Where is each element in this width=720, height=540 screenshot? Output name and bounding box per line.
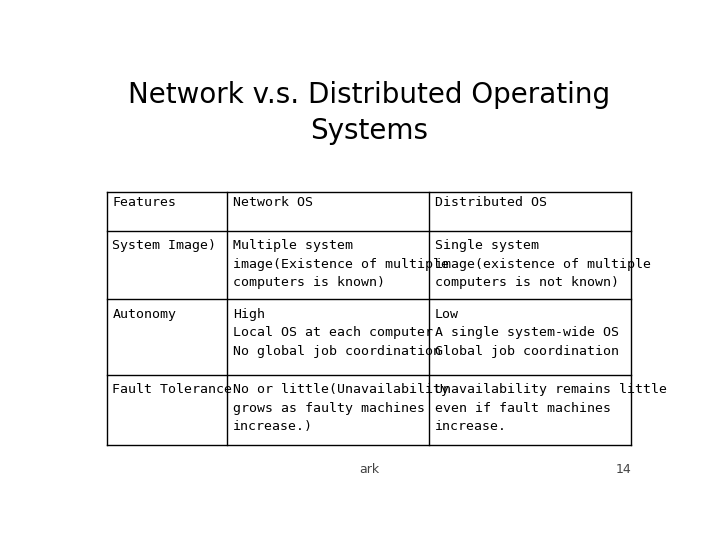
Text: Low
A single system-wide OS
Global job coordination: Low A single system-wide OS Global job c… [435, 308, 619, 358]
Text: Autonomy: Autonomy [112, 308, 176, 321]
Text: Fault Tolerance: Fault Tolerance [112, 383, 233, 396]
Text: 14: 14 [616, 463, 631, 476]
Text: High
Local OS at each computer
No global job coordination: High Local OS at each computer No global… [233, 308, 441, 358]
Text: Network v.s. Distributed Operating
Systems: Network v.s. Distributed Operating Syste… [128, 82, 610, 145]
Text: No or little(Unavailability
grows as faulty machines
increase.): No or little(Unavailability grows as fau… [233, 383, 449, 433]
Text: ark: ark [359, 463, 379, 476]
Text: Multiple system
image(Existence of multiple
computers is known): Multiple system image(Existence of multi… [233, 239, 449, 289]
Text: Features: Features [112, 197, 176, 210]
Text: Distributed OS: Distributed OS [435, 197, 547, 210]
Text: System Image): System Image) [112, 239, 216, 252]
Text: Unavailability remains little
even if fault machines
increase.: Unavailability remains little even if fa… [435, 383, 667, 433]
Text: Single system
image(existence of multiple
computers is not known): Single system image(existence of multipl… [435, 239, 651, 289]
Text: Network OS: Network OS [233, 197, 313, 210]
